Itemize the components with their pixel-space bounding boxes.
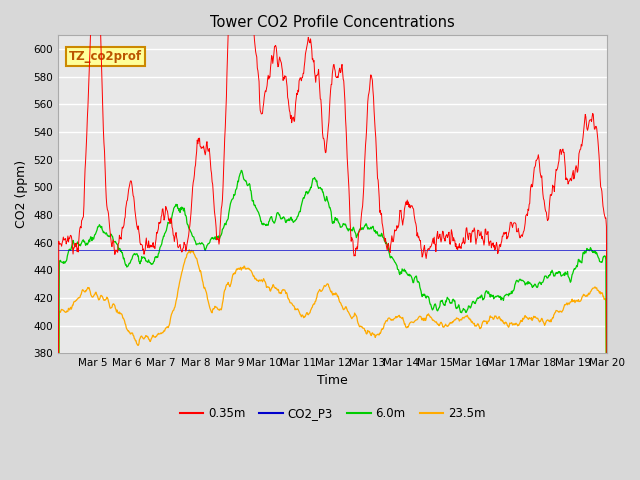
0.35m xyxy=(81,182,88,188)
23.5m xyxy=(576,299,584,304)
Title: Tower CO2 Profile Concentrations: Tower CO2 Profile Concentrations xyxy=(210,15,455,30)
6.0m xyxy=(81,239,88,244)
6.0m xyxy=(585,247,593,252)
23.5m xyxy=(585,290,593,296)
0.35m xyxy=(156,219,164,225)
Line: 6.0m: 6.0m xyxy=(58,170,607,480)
Text: TZ_co2prof: TZ_co2prof xyxy=(69,49,142,62)
0.35m xyxy=(283,78,291,84)
Y-axis label: CO2 (ppm): CO2 (ppm) xyxy=(15,160,28,228)
23.5m xyxy=(81,289,88,295)
Legend: 0.35m, CO2_P3, 6.0m, 23.5m: 0.35m, CO2_P3, 6.0m, 23.5m xyxy=(175,402,490,424)
0.35m xyxy=(603,443,611,448)
6.0m xyxy=(283,218,291,224)
X-axis label: Time: Time xyxy=(317,373,348,386)
6.0m xyxy=(576,258,584,264)
23.5m xyxy=(378,326,386,332)
6.0m xyxy=(237,168,245,173)
23.5m xyxy=(186,247,193,252)
0.35m xyxy=(576,146,584,152)
0.35m xyxy=(378,220,386,226)
6.0m xyxy=(156,244,164,250)
23.5m xyxy=(283,289,291,295)
Line: 23.5m: 23.5m xyxy=(58,250,607,480)
0.35m xyxy=(54,450,62,456)
0.35m xyxy=(585,122,593,128)
23.5m xyxy=(156,331,164,337)
Line: 0.35m: 0.35m xyxy=(58,0,607,453)
6.0m xyxy=(378,231,386,237)
